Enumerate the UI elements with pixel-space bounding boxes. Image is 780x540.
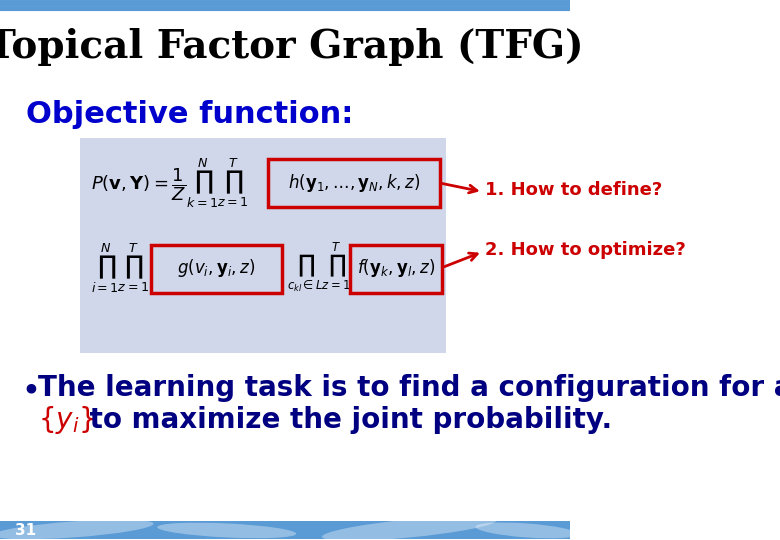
Text: $f(\mathbf{y}_k, \mathbf{y}_l, z)$: $f(\mathbf{y}_k, \mathbf{y}_l, z)$ — [356, 256, 434, 279]
Text: $\prod_{i=1}^{N} \prod_{z=1}^{T}$: $\prod_{i=1}^{N} \prod_{z=1}^{T}$ — [91, 241, 149, 294]
Text: $h(\mathbf{y}_1, \ldots, \mathbf{y}_N, k, z)$: $h(\mathbf{y}_1, \ldots, \mathbf{y}_N, k… — [288, 172, 420, 194]
Text: $P(\mathbf{v}, \mathbf{Y}) = \dfrac{1}{Z} \prod_{k=1}^{N} \prod_{z=1}^{T}$: $P(\mathbf{v}, \mathbf{Y}) = \dfrac{1}{Z… — [91, 156, 249, 210]
Text: to maximize the joint probability.: to maximize the joint probability. — [80, 406, 612, 434]
FancyBboxPatch shape — [80, 138, 446, 353]
Text: 2. How to optimize?: 2. How to optimize? — [485, 241, 686, 259]
Ellipse shape — [322, 516, 497, 540]
Text: 31: 31 — [15, 523, 36, 538]
Bar — [0, 522, 570, 539]
Text: Topical Factor Graph (TFG): Topical Factor Graph (TFG) — [0, 28, 583, 66]
Text: $\prod_{c_{kl} \in L}^{} \prod_{z=1}^{T}$: $\prod_{c_{kl} \in L}^{} \prod_{z=1}^{T}… — [287, 241, 351, 294]
Text: $\bullet$: $\bullet$ — [20, 371, 37, 404]
Ellipse shape — [0, 519, 154, 539]
Text: $g(v_i, \mathbf{y}_i, z)$: $g(v_i, \mathbf{y}_i, z)$ — [177, 256, 256, 279]
Ellipse shape — [158, 523, 296, 538]
Ellipse shape — [476, 523, 578, 538]
Text: 1. How to define?: 1. How to define? — [485, 181, 662, 199]
Text: The learning task is to find a configuration for all: The learning task is to find a configura… — [38, 374, 780, 402]
Text: Objective function:: Objective function: — [26, 100, 353, 130]
Text: $\{y_i\}$: $\{y_i\}$ — [38, 403, 94, 436]
